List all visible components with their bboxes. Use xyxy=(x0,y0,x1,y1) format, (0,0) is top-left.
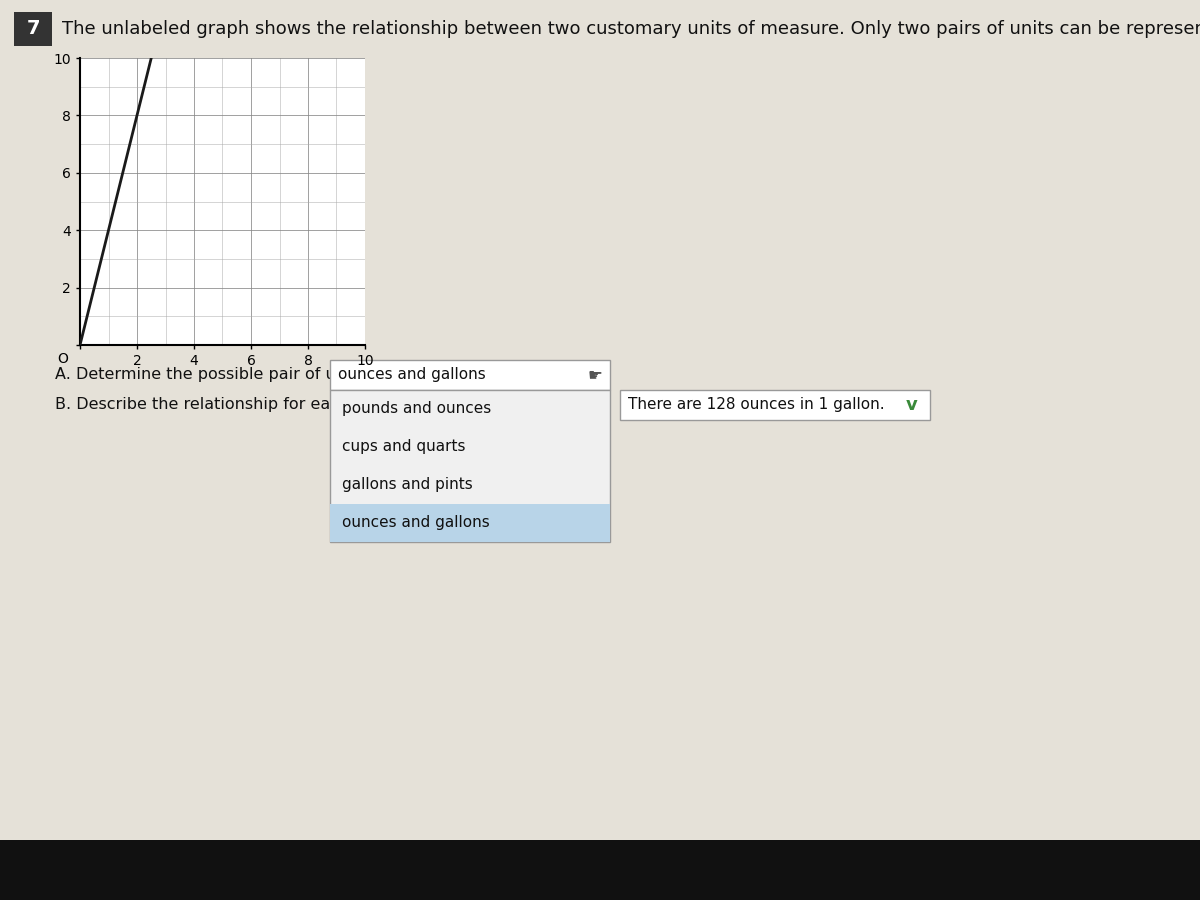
Text: ☛: ☛ xyxy=(588,366,602,384)
Text: ounces and gallons: ounces and gallons xyxy=(342,516,490,530)
Bar xyxy=(14,12,52,46)
Bar xyxy=(620,390,930,420)
Bar xyxy=(330,504,610,542)
Text: 7: 7 xyxy=(26,20,40,39)
Text: gallons and pints: gallons and pints xyxy=(342,478,473,492)
Bar xyxy=(330,390,610,542)
Text: There are 128 ounces in 1 gallon.: There are 128 ounces in 1 gallon. xyxy=(628,398,884,412)
Text: cups and quarts: cups and quarts xyxy=(342,439,466,454)
Text: A. Determine the possible pair of units.: A. Determine the possible pair of units. xyxy=(55,367,370,382)
Text: ounces and gallons: ounces and gallons xyxy=(338,367,486,382)
Text: pounds and ounces: pounds and ounces xyxy=(342,401,491,417)
Text: O: O xyxy=(58,353,68,366)
Text: The unlabeled graph shows the relationship between two customary units of measur: The unlabeled graph shows the relationsh… xyxy=(62,20,1200,38)
Text: B. Describe the relationship for each pai: B. Describe the relationship for each pa… xyxy=(55,398,379,412)
Bar xyxy=(330,360,610,390)
Text: v: v xyxy=(906,396,918,414)
Bar xyxy=(0,840,1200,900)
